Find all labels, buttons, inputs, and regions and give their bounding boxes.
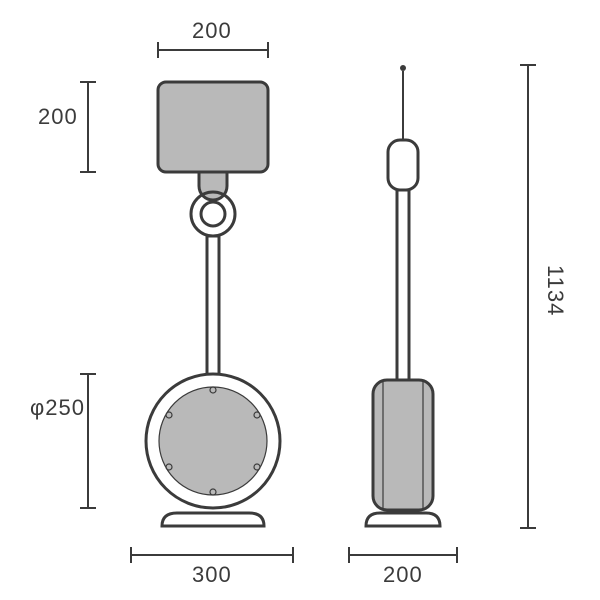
side-view: [366, 65, 440, 526]
side-tip: [400, 65, 406, 71]
dimension-lines: [80, 42, 536, 563]
side-pole: [397, 190, 409, 380]
side-base: [366, 513, 440, 526]
label-top-width: 200: [192, 18, 232, 44]
side-cap: [388, 140, 418, 190]
front-housing-inner: [159, 387, 267, 495]
label-total-height: 1134: [542, 265, 568, 316]
label-front-base: 300: [192, 562, 232, 588]
front-ring-inner: [201, 202, 225, 226]
side-body: [373, 380, 433, 510]
technical-drawing: 200 200 φ250 300 200 1134: [0, 0, 600, 600]
label-side-base: 200: [383, 562, 423, 588]
drawing-svg: [0, 0, 600, 600]
front-panel: [158, 82, 268, 172]
front-view: [146, 82, 280, 526]
front-base: [162, 513, 264, 526]
front-pole: [207, 236, 219, 376]
label-panel-height: 200: [38, 104, 78, 130]
label-diameter: φ250: [30, 395, 85, 421]
